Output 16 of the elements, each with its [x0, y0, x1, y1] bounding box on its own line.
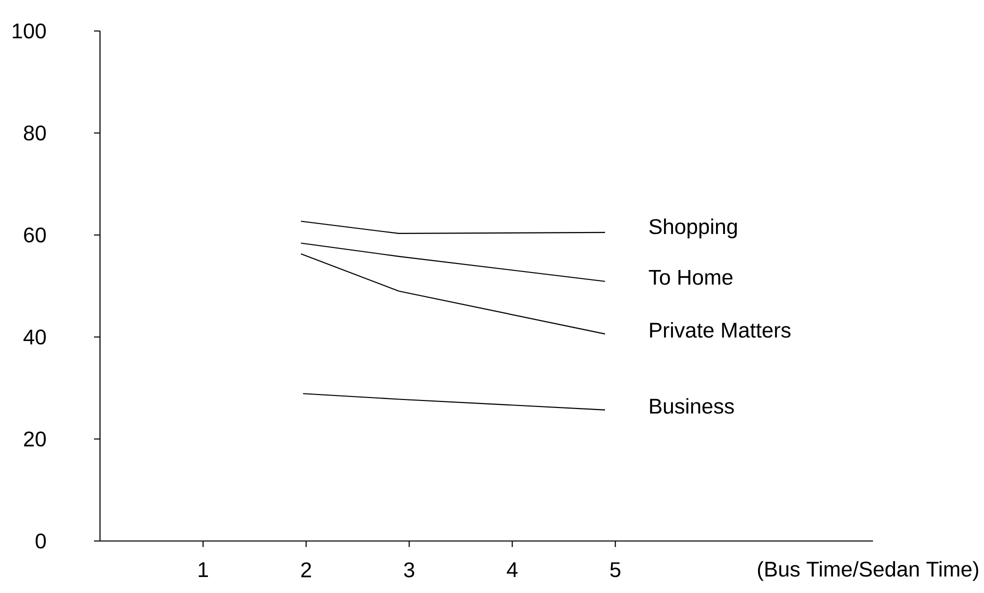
x-tick-label: 1 — [198, 562, 208, 577]
x-axis-title: (Bus Time/Sedan Time) — [758, 561, 978, 581]
y-tick-label: 40 — [23, 329, 46, 345]
y-tick-label: 0 — [36, 533, 46, 549]
text: Shopping — [649, 218, 737, 238]
text: Business — [650, 398, 734, 414]
y-tick-label: 80 — [24, 125, 46, 141]
text: To Home — [648, 270, 732, 285]
text: Private Matters — [650, 322, 790, 338]
y-tick-label: 20 — [24, 431, 46, 447]
x-tick-label: 4 — [506, 562, 518, 577]
x-tick-label: 2 — [301, 562, 311, 578]
y-tick-label: 100 — [12, 23, 46, 39]
y-tick-label: 60 — [24, 227, 46, 243]
x-tick-label: 5 — [610, 562, 620, 578]
x-tick-label: 3 — [404, 562, 414, 578]
